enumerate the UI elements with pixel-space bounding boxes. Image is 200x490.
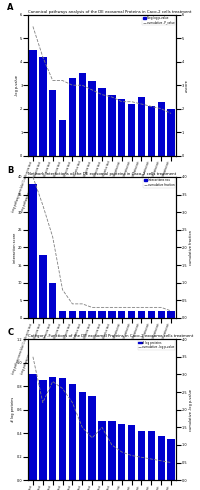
Bar [98, 311, 106, 318]
Bar [88, 395, 96, 480]
Y-axis label: -log p-value: -log p-value [15, 75, 19, 96]
Y-axis label: cumulative fraction: cumulative fraction [189, 230, 193, 265]
Bar [138, 431, 145, 480]
Bar [29, 50, 37, 156]
Bar [158, 102, 165, 156]
Legend: Interactions nos, cumulative fraction: Interactions nos, cumulative fraction [143, 177, 175, 188]
Y-axis label: z-score: z-score [185, 79, 189, 92]
Bar [69, 78, 76, 156]
Bar [79, 311, 86, 318]
Bar [49, 90, 56, 156]
Bar [108, 311, 116, 318]
Bar [128, 104, 135, 156]
Bar [79, 74, 86, 156]
Bar [128, 311, 135, 318]
Bar [29, 374, 37, 480]
Text: A: A [7, 3, 14, 12]
Bar [148, 431, 155, 480]
Bar [138, 97, 145, 156]
Bar [59, 311, 66, 318]
Y-axis label: cumulative -log p-value: cumulative -log p-value [189, 389, 193, 431]
Bar [118, 311, 125, 318]
Legend: # log proteins, cumulative -log p-value: # log proteins, cumulative -log p-value [138, 340, 175, 350]
Bar [118, 424, 125, 480]
Bar [69, 384, 76, 480]
Bar [39, 57, 46, 156]
Bar [148, 106, 155, 156]
Legend: Neg log p-value, cumulative -P_value: Neg log p-value, cumulative -P_value [142, 15, 175, 25]
Bar [108, 421, 116, 480]
Bar [167, 109, 175, 156]
Bar [39, 254, 46, 318]
Bar [98, 88, 106, 156]
Bar [158, 436, 165, 480]
Bar [108, 95, 116, 156]
Text: Category -Functions of the DE exosomal Proteins in Caco-2 exosome cells treatmen: Category -Functions of the DE exosomal P… [28, 334, 193, 338]
Bar [167, 311, 175, 318]
Bar [79, 392, 86, 480]
Bar [158, 311, 165, 318]
Text: Network Interactions of the DE exosomal proteins in Caco-2 cells treatment: Network Interactions of the DE exosomal … [28, 172, 176, 176]
Bar [59, 121, 66, 156]
Bar [59, 378, 66, 480]
Bar [128, 425, 135, 480]
Bar [49, 283, 56, 318]
Bar [88, 80, 96, 156]
Bar [49, 377, 56, 480]
Bar [138, 311, 145, 318]
Bar [39, 380, 46, 480]
Text: Canonical pathways analysis of the DE exosomal Proteins in Caco-2 cells treatmen: Canonical pathways analysis of the DE ex… [28, 10, 191, 14]
Y-axis label: interaction score: interaction score [13, 232, 17, 263]
Y-axis label: # log proteins: # log proteins [11, 397, 15, 422]
Bar [167, 439, 175, 480]
Bar [88, 311, 96, 318]
Bar [29, 184, 37, 318]
Bar [148, 311, 155, 318]
Bar [98, 421, 106, 480]
Text: B: B [7, 166, 14, 174]
Bar [69, 311, 76, 318]
Bar [118, 99, 125, 156]
Text: C: C [7, 328, 13, 337]
